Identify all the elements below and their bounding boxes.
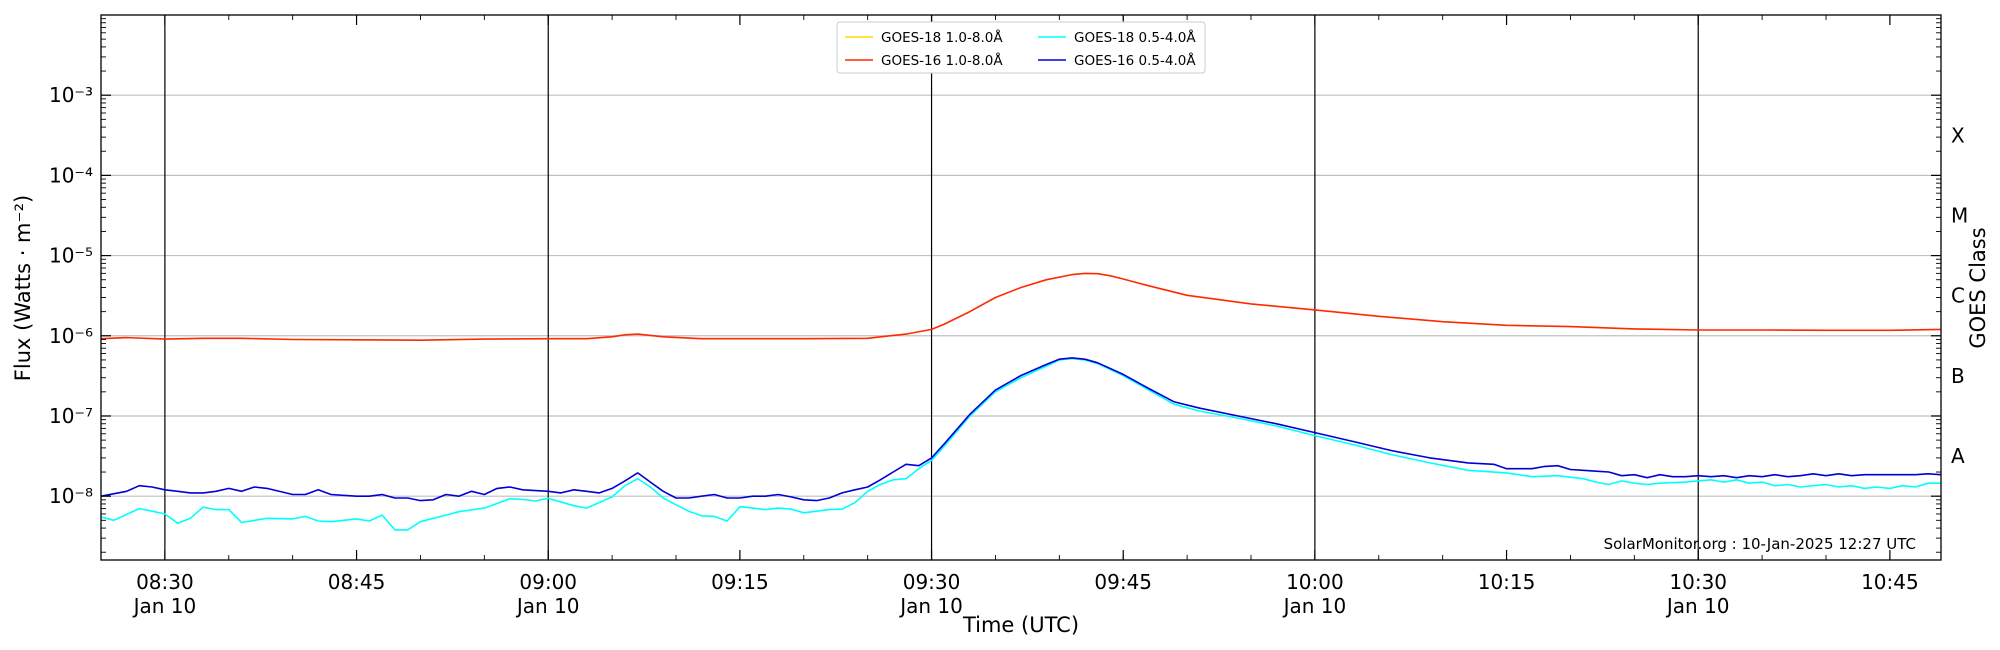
x-tick-label: 09:15 [711,570,769,594]
series-line [100,357,1941,531]
grid-layer [101,94,1941,497]
goes-class-label: M [1951,204,1968,228]
goes-class-label: X [1951,123,1965,147]
goes-class-label: B [1951,364,1965,388]
y-tick-label: 10⁻⁵ [49,244,93,268]
x-tick-label: 10:30 [1669,570,1727,594]
goes-class-label: A [1951,444,1965,468]
legend: GOES-18 1.0-8.0Å GOES-16 1.0-8.0Å GOES-18 … [836,21,1206,74]
x-tick-label: 09:30 [903,570,961,594]
y-tick-label: 10⁻³ [49,83,93,107]
goes-class-label: C [1951,284,1965,308]
series-layer [100,272,1942,531]
y-tick-label: 10⁻⁷ [49,404,93,428]
x-tick-label: 09:45 [1094,570,1152,594]
legend-box [836,21,1206,74]
x-tick-label: 08:45 [328,570,386,594]
goes-class-labels: A B C M X [1951,123,1968,468]
y-tick-labels: 10⁻⁸ 10⁻⁷ 10⁻⁶ 10⁻⁵ 10⁻⁴ 10⁻³ [49,83,93,508]
y2-axis-title: GOES Class [1966,227,1990,348]
x-axis-title: Time (UTC) [962,613,1079,637]
y-tick-label: 10⁻⁶ [49,324,93,348]
watermark-text: SolarMonitor.org : 10-Jan-2025 12:27 UTC [1604,535,1916,553]
vertical-day-lines [164,15,1699,560]
y-tick-label: 10⁻⁴ [49,163,93,187]
x-tick-label: 10:00 [1286,570,1344,594]
legend-label: GOES-18 0.5-4.0Å [1074,29,1196,46]
tick-layer [100,15,1941,560]
series-line [100,357,1942,502]
y-axis-title: Flux (Watts · m⁻²) [11,195,35,381]
x-tick-sublabel: Jan 10 [1282,594,1347,618]
x-tick-label: 10:15 [1478,570,1536,594]
x-tick-label: 08:30 [136,570,194,594]
legend-items: GOES-18 1.0-8.0Å GOES-16 1.0-8.0Å GOES-18 … [845,29,1196,69]
x-tick-sublabel: Jan 10 [515,594,580,618]
series-line [100,272,1942,342]
y-tick-label: 10⁻⁸ [49,484,93,508]
legend-label: GOES-18 1.0-8.0Å [881,29,1003,46]
x-tick-label: 10:45 [1861,570,1919,594]
legend-label: GOES-16 1.0-8.0Å [881,52,1003,69]
x-tick-sublabel: Jan 10 [132,594,197,618]
x-tick-label: 09:00 [519,570,577,594]
x-tick-sublabel: Jan 10 [1665,594,1730,618]
legend-label: GOES-16 0.5-4.0Å [1074,52,1196,69]
x-tick-sublabel: Jan 10 [898,594,963,618]
